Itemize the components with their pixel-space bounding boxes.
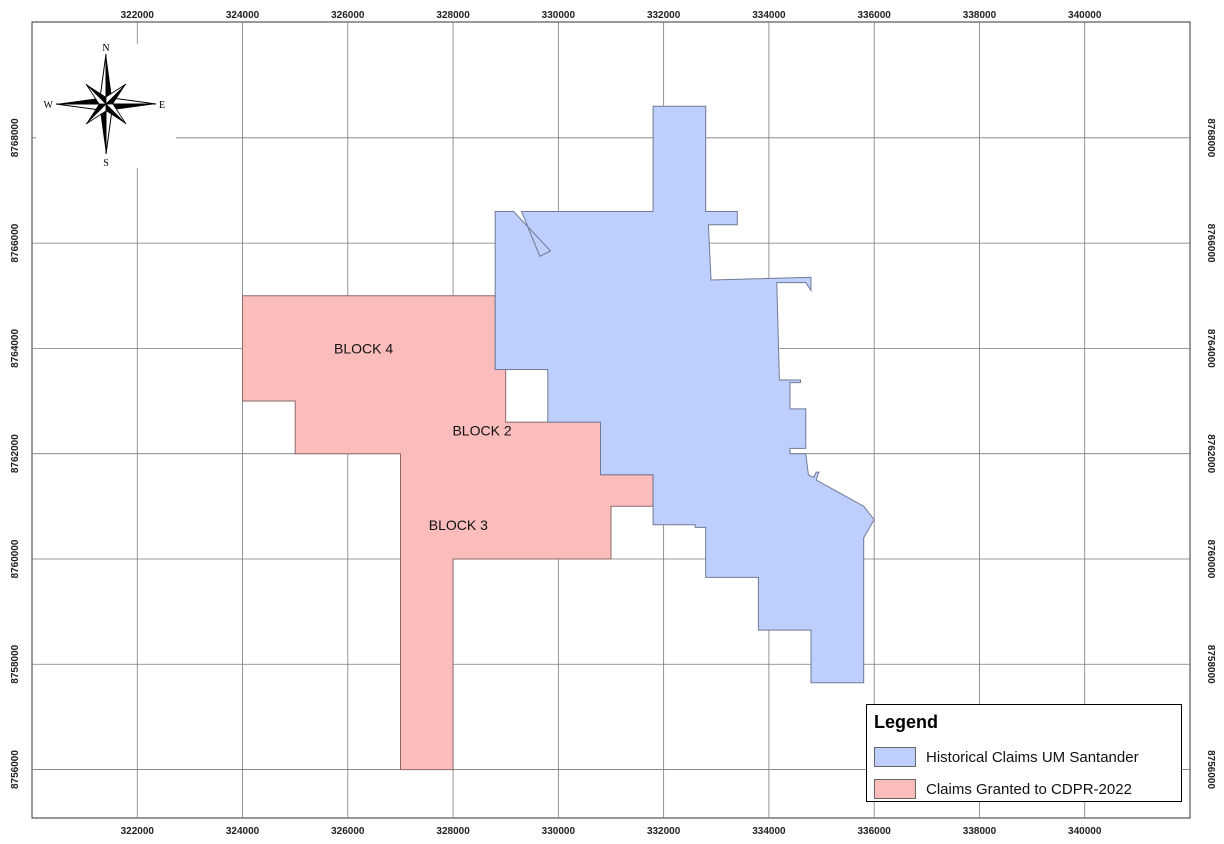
x-tick-bottom-0: 322000: [121, 826, 155, 837]
legend-swatch-historical: [874, 747, 916, 767]
grid-lines: [32, 22, 1190, 818]
x-tick-bottom-1: 324000: [226, 826, 260, 837]
block-label-2: BLOCK 2: [452, 422, 511, 438]
legend-item-historical: Historical Claims UM Santander: [874, 745, 1139, 769]
x-tick-top-7: 336000: [857, 10, 891, 21]
y-tick-left-4: 8764000: [10, 329, 21, 368]
x-tick-bottom-4: 330000: [542, 826, 576, 837]
historical-claims-polygon[interactable]: [494, 105, 875, 684]
y-tick-right-1: 8758000: [1205, 645, 1216, 684]
x-tick-bottom-5: 332000: [647, 826, 681, 837]
x-tick-top-5: 332000: [647, 10, 681, 21]
x-tick-top-0: 322000: [121, 10, 155, 21]
y-tick-right-5: 8766000: [1205, 224, 1216, 263]
x-tick-bottom-2: 326000: [331, 826, 365, 837]
x-tick-bottom-8: 338000: [963, 826, 997, 837]
y-tick-left-5: 8766000: [10, 223, 21, 262]
x-tick-bottom-3: 328000: [436, 826, 470, 837]
y-tick-right-2: 8760000: [1205, 540, 1216, 579]
block-label-1: BLOCK 4: [334, 341, 393, 357]
legend-label-historical: Historical Claims UM Santander: [926, 748, 1139, 766]
x-tick-bottom-6: 334000: [752, 826, 786, 837]
legend-box: Legend Historical Claims UM Santander Cl…: [866, 704, 1182, 802]
compass-west-label: W: [44, 100, 54, 111]
legend-swatch-granted: [874, 779, 916, 799]
y-tick-left-1: 8758000: [10, 644, 21, 683]
x-tick-bottom-7: 336000: [857, 826, 891, 837]
x-tick-bottom-9: 340000: [1068, 826, 1102, 837]
x-tick-top-8: 338000: [963, 10, 997, 21]
y-tick-left-6: 8768000: [10, 118, 21, 157]
compass-east-label: E: [159, 100, 165, 111]
y-tick-left-3: 8762000: [10, 434, 21, 473]
y-tick-right-4: 8764000: [1205, 329, 1216, 368]
legend-item-granted: Claims Granted to CDPR-2022: [874, 777, 1132, 801]
x-tick-top-6: 334000: [752, 10, 786, 21]
claim-polygons: [242, 105, 875, 771]
block-label-3: BLOCK 3: [429, 517, 488, 533]
legend-title: Legend: [874, 712, 939, 732]
y-tick-left-0: 8756000: [10, 750, 21, 789]
legend-label-granted: Claims Granted to CDPR-2022: [926, 780, 1132, 798]
y-tick-right-0: 8756000: [1205, 750, 1216, 789]
block-labels: BLOCK 4 BLOCK 2 BLOCK 3: [334, 341, 512, 533]
x-tick-top-9: 340000: [1068, 10, 1102, 21]
y-tick-right-3: 8762000: [1205, 434, 1216, 473]
compass-south-label: S: [103, 158, 109, 169]
x-tick-top-4: 330000: [542, 10, 576, 21]
x-tick-top-1: 324000: [226, 10, 260, 21]
y-tick-left-2: 8760000: [10, 539, 21, 578]
compass-star-icon: [55, 53, 157, 155]
coordinate-ticks: 322000 322000 324000 324000 326000 326000 3280…: [10, 10, 1216, 837]
y-tick-right-6: 8768000: [1205, 118, 1216, 157]
compass-north-label: N: [102, 43, 109, 54]
x-tick-top-3: 328000: [436, 10, 470, 21]
compass-rose-icon: N S E W: [36, 43, 176, 169]
x-tick-top-2: 326000: [331, 10, 365, 21]
